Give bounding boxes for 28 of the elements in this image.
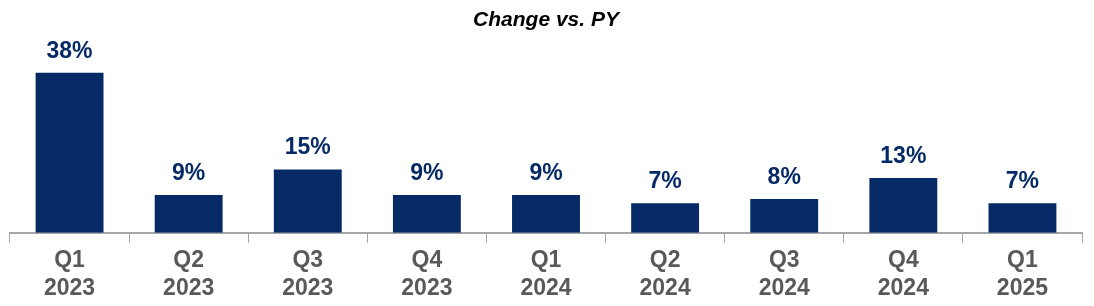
bar (392, 194, 461, 233)
bar (631, 203, 700, 233)
x-tick-label: Q1 2023 (43, 245, 96, 300)
data-label: 9% (529, 158, 563, 185)
bar (273, 169, 342, 233)
bar (869, 178, 938, 233)
data-label: 13% (880, 141, 927, 168)
bar (988, 203, 1057, 233)
bar (154, 194, 223, 233)
x-tick-label: Q1 2025 (996, 245, 1049, 300)
bar (512, 194, 580, 233)
data-label: 15% (284, 133, 331, 160)
chart-title: Change vs. PY (473, 7, 621, 31)
data-label: 9% (172, 158, 206, 185)
data-label: 8% (767, 162, 801, 189)
x-tick-label: Q3 2024 (758, 245, 811, 300)
x-tick-label: Q4 2023 (401, 245, 453, 300)
data-label: 7% (648, 167, 682, 194)
bar (35, 72, 104, 233)
data-label: 7% (1005, 167, 1040, 194)
x-tick-label: Q4 2024 (877, 245, 930, 300)
x-tick-label: Q2 2024 (639, 245, 691, 300)
x-tick-label: Q1 2024 (520, 245, 572, 300)
data-label: 38% (46, 36, 93, 63)
bar (750, 199, 819, 233)
data-label: 9% (410, 158, 444, 185)
x-tick-label: Q3 2023 (282, 245, 334, 300)
x-tick-label: Q2 2023 (163, 245, 215, 300)
